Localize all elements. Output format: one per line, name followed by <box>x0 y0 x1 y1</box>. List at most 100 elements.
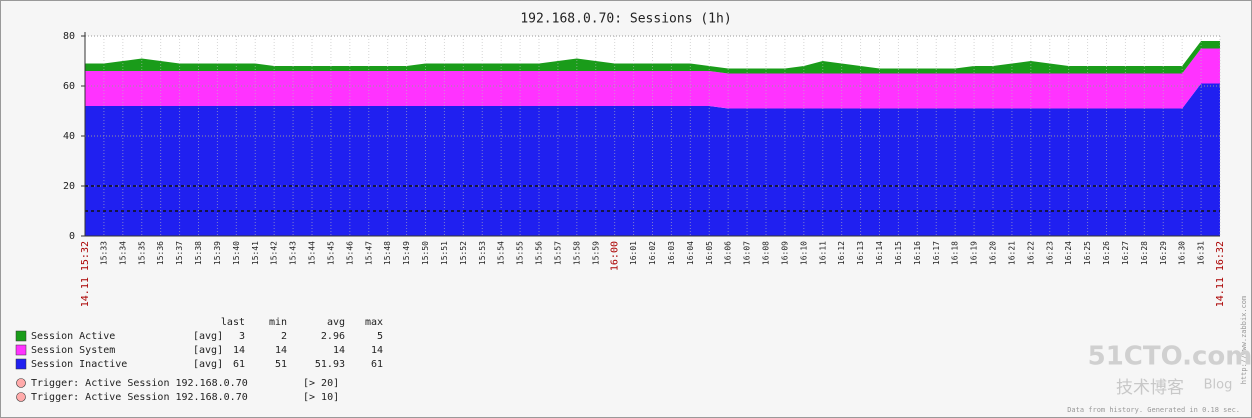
legend-stat: 51.93 <box>315 359 345 370</box>
trigger-marker <box>16 378 26 388</box>
x-tick-label: 16:15 <box>894 241 903 265</box>
x-tick-label: 15:53 <box>478 241 487 265</box>
x-tick-label: 15:46 <box>345 241 354 265</box>
legend-stat: 14 <box>275 345 287 356</box>
x-tick-label: 16:10 <box>799 241 808 265</box>
trigger-label: [> 20] <box>303 378 339 389</box>
x-tick-label: 16:31 <box>1197 241 1206 265</box>
x-tick-label: 15:48 <box>383 241 392 265</box>
x-tick-label: 15:41 <box>251 241 260 265</box>
legend-stat: 14 <box>371 345 383 356</box>
x-tick-label: 15:59 <box>591 241 600 265</box>
x-tick-label: 16:14 <box>875 241 884 265</box>
x-tick-label: 15:56 <box>535 241 544 265</box>
x-tick-label: 15:57 <box>553 241 562 265</box>
y-tick-label: 40 <box>63 131 75 142</box>
x-tick-label: 16:11 <box>818 241 827 265</box>
x-tick-label: 15:35 <box>137 241 146 265</box>
watermark-logo: 51CTO.com <box>1088 342 1252 372</box>
x-tick-label: 16:19 <box>970 241 979 265</box>
x-tick-label: 16:06 <box>724 241 733 265</box>
legend-stat: 14 <box>233 345 245 356</box>
legend-swatch <box>15 358 27 370</box>
legend-stat: 5 <box>377 331 383 342</box>
watermark-sub: 技术博客 <box>1116 378 1184 398</box>
x-tick-label: 15:39 <box>213 241 222 265</box>
x-tick-label: 15:54 <box>497 241 506 265</box>
x-tick-label: 16:05 <box>705 241 714 265</box>
legend-func: [avg] <box>193 359 223 370</box>
x-tick-label: 16:21 <box>1007 241 1016 265</box>
x-tick-label: 16:04 <box>686 241 695 265</box>
x-tick-label: 14.11 16:32 <box>1215 241 1226 307</box>
legend-func: [avg] <box>193 331 223 342</box>
x-tick-label: 16:28 <box>1140 241 1149 265</box>
chart-title: 192.168.0.70: Sessions (1h) <box>520 12 731 27</box>
x-tick-label: 15:49 <box>402 241 411 265</box>
x-tick-label: 16:20 <box>989 241 998 265</box>
legend-stat: 2.96 <box>321 331 345 342</box>
x-tick-label: 16:09 <box>780 241 789 265</box>
x-tick-label: 15:33 <box>99 241 108 265</box>
x-tick-label: 15:52 <box>459 241 468 265</box>
x-tick-label: 16:18 <box>951 241 960 265</box>
trigger-marker <box>16 392 26 402</box>
x-tick-label: 15:55 <box>516 241 525 265</box>
x-tick-label: 16:07 <box>743 241 752 265</box>
x-tick-label: 16:08 <box>762 241 771 265</box>
x-tick-label: 16:30 <box>1178 241 1187 265</box>
x-tick-label: 16:01 <box>629 241 638 265</box>
x-tick-label: 16:23 <box>1045 241 1054 265</box>
watermark-blog: Blog <box>1204 378 1233 393</box>
x-tick-label: 15:38 <box>194 241 203 265</box>
x-tick-label: 16:16 <box>913 241 922 265</box>
x-tick-label: 16:24 <box>1064 241 1073 265</box>
x-tick-label: 15:42 <box>270 241 279 265</box>
x-tick-label: 15:44 <box>308 241 317 265</box>
legend-header: max <box>365 317 383 328</box>
x-tick-label: 16:02 <box>648 241 657 265</box>
y-tick-label: 60 <box>63 81 75 92</box>
legend-label: Session Active <box>31 331 115 342</box>
x-tick-label: 16:13 <box>856 241 865 265</box>
x-tick-label: 16:29 <box>1159 241 1168 265</box>
x-tick-label: 15:50 <box>421 241 430 265</box>
y-tick-label: 80 <box>63 31 75 42</box>
x-tick-label: 15:37 <box>175 241 184 265</box>
legend-stat: 61 <box>371 359 383 370</box>
x-tick-label: 16:22 <box>1026 241 1035 265</box>
x-tick-label: 16:27 <box>1121 241 1130 265</box>
x-tick-label: 16:17 <box>932 241 941 265</box>
x-tick-label: 15:45 <box>326 241 335 265</box>
x-tick-label: 15:34 <box>118 241 127 265</box>
x-tick-label: 15:40 <box>232 241 241 265</box>
trigger-label: [> 10] <box>303 392 339 403</box>
trigger-name: Trigger: Active Session 192.168.0.70 <box>31 392 248 403</box>
legend-stat: 51 <box>275 359 287 370</box>
trigger-name: Trigger: Active Session 192.168.0.70 <box>31 378 248 389</box>
legend-func: [avg] <box>193 345 223 356</box>
x-tick-label: 16:12 <box>837 241 846 265</box>
legend-swatch <box>15 344 27 356</box>
footer: Data from history. Generated in 0.18 sec… <box>1067 406 1240 414</box>
legend-label: Session System <box>31 345 115 356</box>
legend-header: last <box>221 317 245 328</box>
x-tick-label: 15:47 <box>364 241 373 265</box>
legend-stat: 61 <box>233 359 245 370</box>
side-note: http://www.zabbix.com <box>1240 296 1248 385</box>
x-tick-label: 15:58 <box>572 241 581 265</box>
y-tick-label: 20 <box>63 181 75 192</box>
legend-stat: 2 <box>281 331 287 342</box>
x-tick-label: 16:25 <box>1083 241 1092 265</box>
legend-swatch <box>15 330 27 342</box>
y-tick-label: 0 <box>69 231 75 242</box>
legend-header: avg <box>327 317 345 328</box>
x-tick-label: 16:03 <box>667 241 676 265</box>
x-tick-label: 14.11 15:32 <box>80 241 91 307</box>
legend-label: Session Inactive <box>31 359 127 370</box>
x-tick-label: 15:36 <box>156 241 165 265</box>
x-tick-label: 15:43 <box>289 241 298 265</box>
x-tick-label: 16:26 <box>1102 241 1111 265</box>
x-tick-label: 16:00 <box>610 241 621 271</box>
